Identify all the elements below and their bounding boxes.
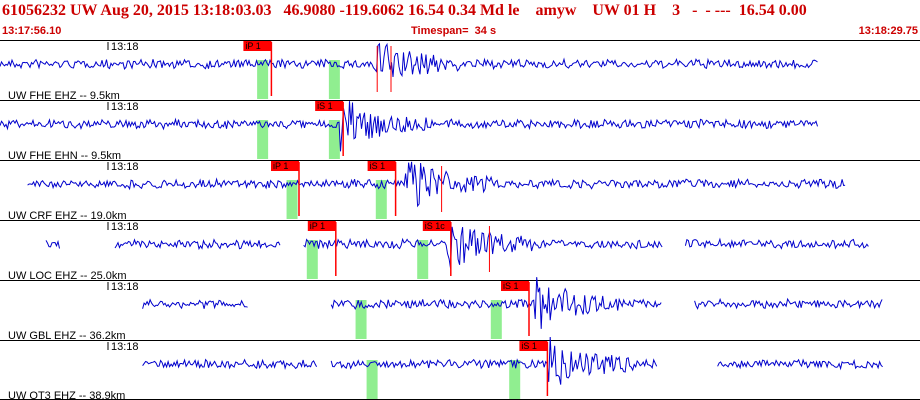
station-channel-label: UW FHE EHN -- 9.5km: [8, 150, 121, 162]
phase-pick-label: iS 1: [317, 101, 333, 111]
analysis-window: [328, 60, 340, 99]
phase-pick-label: iS 1: [503, 281, 519, 291]
waveform-trace: [0, 42, 818, 78]
analysis-window: [509, 360, 521, 399]
analysis-window: [286, 180, 298, 219]
phase-pick-label: iP 1: [245, 41, 260, 51]
analysis-window: [328, 120, 340, 159]
waveform-trace: [684, 237, 869, 250]
trace-time-label: 13:18: [111, 221, 139, 233]
trace-time-label: 13:18: [111, 341, 139, 353]
station-channel-label: UW GBL EHZ -- 36.2km: [8, 330, 126, 342]
waveform-trace: [330, 277, 662, 329]
phase-pick-label: iS 1c: [425, 221, 446, 231]
station-channel-label: UW FHE EHZ -- 9.5km: [8, 90, 120, 102]
waveform-trace: [114, 238, 281, 251]
waveform-trace: [694, 297, 883, 310]
waveform-trace: [303, 226, 663, 269]
phase-pick-flag[interactable]: [367, 161, 396, 171]
analysis-window: [306, 240, 318, 279]
phase-pick-label: iS 1: [370, 161, 386, 171]
analysis-window: [257, 120, 269, 159]
trace-time-label: 13:18: [111, 101, 139, 113]
phase-pick-label: iP 1: [310, 221, 325, 231]
trace-time-label: 13:18: [111, 161, 139, 173]
waveform-trace: [717, 358, 883, 371]
waveform-trace: [27, 161, 846, 208]
phase-pick-flag[interactable]: [422, 221, 451, 231]
timespan-label: Timespan= 34 s: [411, 25, 497, 37]
analysis-window: [417, 240, 429, 279]
trace-time-label: 13:18: [111, 41, 139, 53]
station-channel-label: UW CRF EHZ -- 19.0km: [8, 210, 127, 222]
station-channel-label: UW LOC EHZ -- 25.0km: [8, 270, 127, 282]
start-time-label: 13:17:56.10: [2, 25, 62, 37]
analysis-window: [257, 60, 269, 99]
waveform-trace: [0, 101, 818, 152]
waveform-trace: [142, 358, 318, 371]
analysis-window: [490, 300, 502, 339]
waveform-trace: [45, 239, 60, 249]
phase-pick-flag[interactable]: [315, 101, 344, 111]
trace-time-label: 13:18: [111, 281, 139, 293]
event-summary-title: 61056232 UW Aug 20, 2015 13:18:03.03 46.…: [2, 2, 807, 19]
phase-pick-flag[interactable]: [243, 41, 272, 51]
analysis-window: [375, 180, 387, 219]
analysis-window: [355, 300, 367, 339]
end-time-label: 13:18:29.75: [858, 25, 918, 37]
phase-pick-label: iP 1: [273, 161, 288, 171]
phase-pick-flag[interactable]: [519, 341, 548, 351]
phase-pick-flag[interactable]: [271, 161, 299, 171]
header-bar: 61056232 UW Aug 20, 2015 13:18:03.03 46.…: [0, 0, 920, 40]
waveform-trace: [330, 336, 658, 385]
phase-pick-flag[interactable]: [307, 221, 336, 231]
phase-pick-label: iS 1: [521, 341, 537, 351]
station-channel-label: UW OT3 EHZ -- 38.9km: [8, 390, 125, 400]
waveform-trace: [142, 298, 248, 310]
analysis-window: [366, 360, 378, 399]
phase-pick-flag[interactable]: [501, 281, 529, 291]
